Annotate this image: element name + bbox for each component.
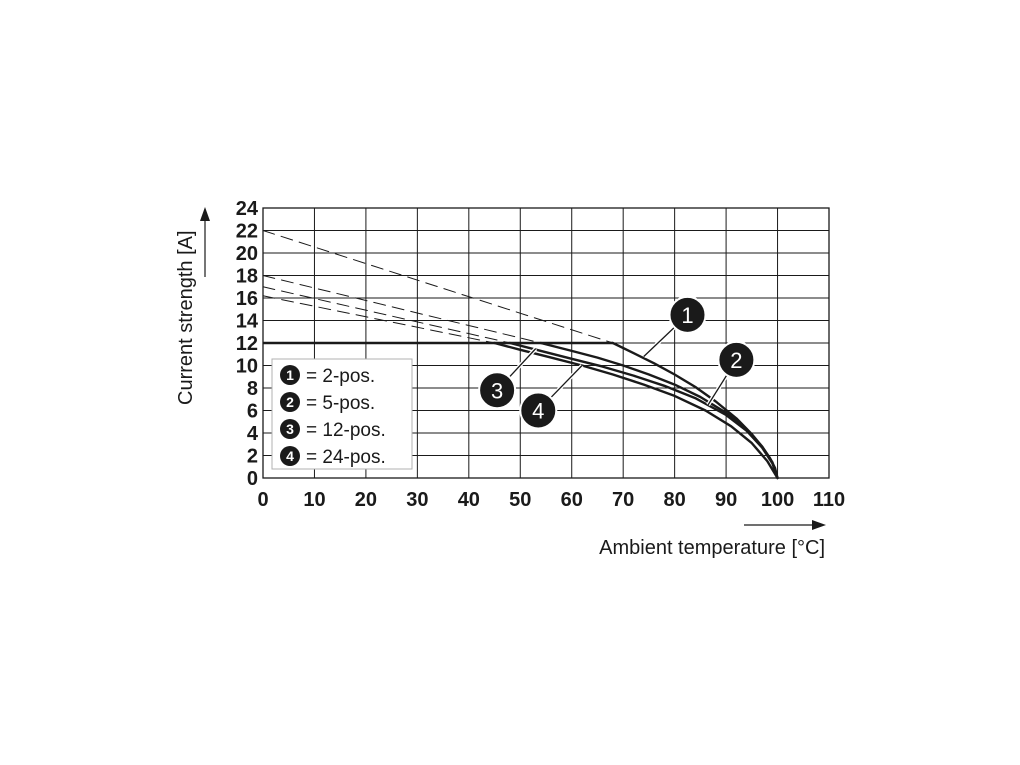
x-tick-label: 90 bbox=[715, 489, 737, 511]
legend-marker-label: 3 bbox=[286, 421, 294, 437]
callouts: 1 2 3 4 bbox=[478, 295, 756, 430]
series-layer bbox=[262, 230, 779, 480]
x-tick-label: 40 bbox=[458, 489, 480, 511]
y-tick-label: 18 bbox=[236, 266, 258, 288]
legend-marker-label: 4 bbox=[286, 448, 294, 464]
callout-badge-label: 2 bbox=[730, 348, 742, 373]
y-tick-label: 12 bbox=[236, 333, 258, 355]
series-2-extrapolated-line bbox=[262, 275, 542, 344]
series-1-extrapolated-line bbox=[262, 230, 614, 344]
legend-entry-text: = 2-pos. bbox=[306, 366, 375, 387]
callout-badge-label: 1 bbox=[681, 303, 693, 328]
y-axis-arrow bbox=[200, 207, 210, 277]
chart-grid bbox=[262, 207, 830, 479]
y-tick-label: 16 bbox=[236, 288, 258, 310]
legend-marker-4 bbox=[280, 446, 300, 466]
y-tick-label: 2 bbox=[247, 446, 258, 468]
x-tick-label: 80 bbox=[664, 489, 686, 511]
callout-badge-3 bbox=[478, 371, 517, 410]
callout-leader-line bbox=[707, 373, 728, 406]
callout-leader-line bbox=[643, 326, 676, 357]
y-tick-label: 8 bbox=[247, 378, 258, 400]
x-tick-label: 30 bbox=[406, 489, 428, 511]
x-tick-label: 60 bbox=[561, 489, 583, 511]
y-tick-label: 22 bbox=[236, 221, 258, 243]
legend-entry-text: = 24-pos. bbox=[306, 447, 386, 468]
legend-marker-2 bbox=[280, 392, 300, 412]
legend: 1 = 2-pos. 2 = 5-pos. 3 = 12-pos. 4 = 24-pos. bbox=[271, 358, 413, 470]
legend-marker-label: 1 bbox=[286, 367, 294, 383]
x-tick-label: 100 bbox=[761, 489, 794, 511]
x-tick-label: 0 bbox=[257, 489, 268, 511]
callout-badge-1 bbox=[668, 295, 707, 334]
callout-badge-2 bbox=[717, 340, 756, 379]
x-axis-arrow bbox=[744, 520, 826, 530]
callout-badge-label: 3 bbox=[491, 378, 503, 403]
x-tick-label: 110 bbox=[813, 489, 845, 511]
y-tick-label: 6 bbox=[247, 401, 258, 423]
x-tick-label: 10 bbox=[303, 489, 325, 511]
x-tick-label: 20 bbox=[355, 489, 377, 511]
callout-leader-line bbox=[508, 348, 537, 379]
y-tick-label: 14 bbox=[236, 311, 259, 333]
callout-leader-line bbox=[549, 365, 583, 399]
series-4-extrapolated-line bbox=[262, 295, 495, 344]
callout-badge-4 bbox=[519, 391, 558, 430]
y-tick-label: 0 bbox=[247, 468, 258, 490]
y-tick-label: 20 bbox=[236, 243, 258, 265]
legend-marker-1 bbox=[280, 365, 300, 385]
x-tick-label: 50 bbox=[509, 489, 531, 511]
legend-entry-text: = 5-pos. bbox=[306, 393, 375, 414]
x-axis-label: Ambient temperature [°C] bbox=[599, 537, 825, 559]
tick-labels: 0 10 20 30 40 50 60 70 80 90 100 110024681012141618… bbox=[236, 198, 845, 511]
legend-marker-3 bbox=[280, 419, 300, 439]
x-tick-label: 70 bbox=[612, 489, 634, 511]
y-tick-label: 4 bbox=[247, 423, 259, 445]
legend-entry-text: = 12-pos. bbox=[306, 420, 386, 441]
legend-marker-label: 2 bbox=[286, 394, 294, 410]
series-3-extrapolated-line bbox=[262, 286, 511, 344]
series-4-curve bbox=[493, 341, 779, 480]
y-axis-label: Current strength [A] bbox=[175, 230, 197, 405]
series-3-curve bbox=[508, 341, 779, 480]
y-tick-label: 10 bbox=[236, 356, 258, 378]
callout-badge-label: 4 bbox=[532, 399, 544, 424]
y-tick-label: 24 bbox=[236, 198, 259, 220]
